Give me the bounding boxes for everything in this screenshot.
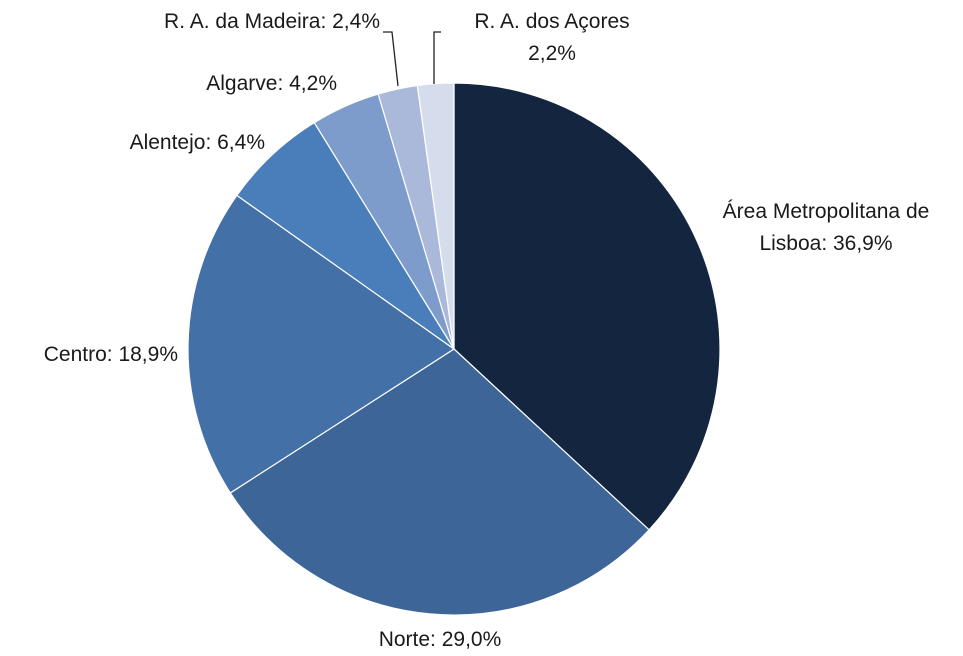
slice-label: Área Metropolitana de Lisboa: 36,9% (723, 200, 930, 255)
leader-line (383, 31, 399, 87)
pie-slice (416, 82, 455, 350)
leader-line (433, 31, 441, 84)
pie-slice (229, 348, 650, 616)
slice-label: R. A. dos Açores 2,2% (474, 10, 629, 65)
pie-slice (453, 82, 721, 531)
slice-label: Alentejo: 6,4% (130, 131, 265, 154)
pie-slice (187, 194, 456, 494)
slice-label: Algarve: 4,2% (206, 72, 337, 95)
slice-label: Centro: 18,9% (44, 343, 178, 366)
slice-label: R. A. da Madeira: 2,4% (164, 10, 380, 33)
slices (187, 82, 721, 616)
slice-label: Norte: 29,0% (379, 628, 502, 651)
